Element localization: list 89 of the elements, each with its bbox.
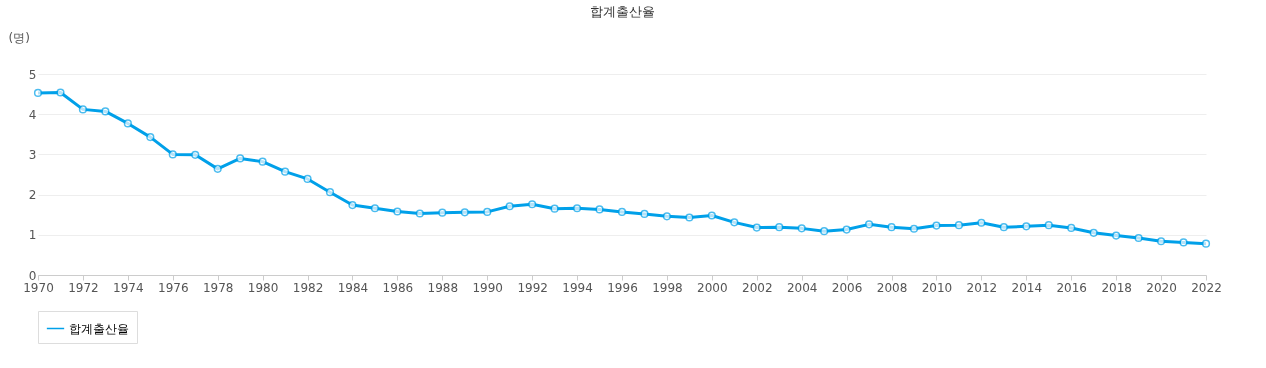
point [752,223,761,232]
x-tick-label: 1986 [382,280,414,295]
point [1044,221,1053,230]
point [370,204,380,213]
y-tick-label: 2 [28,188,37,203]
x-tick-label: 2016 [1056,280,1087,295]
point [348,200,357,210]
y-tick-label: 3 [28,147,37,162]
y-tick-label: 0 [28,268,37,283]
x-tick-label: 1996 [607,280,638,295]
x-tick-label: 2012 [966,280,998,295]
point [977,218,986,227]
x-tick-label: 1978 [202,280,234,295]
point [393,207,402,216]
x-tick-label: 2008 [876,280,908,295]
x-tick-label: 1982 [292,280,324,295]
point [101,107,110,116]
x-tick-label: 1984 [337,280,369,295]
x-tick-label: 2018 [1101,280,1132,295]
point [550,204,559,213]
point [123,119,132,128]
point [505,202,514,211]
point [78,105,88,114]
point [438,208,447,217]
point [303,174,312,184]
point [213,164,222,173]
point [595,205,604,214]
point [1201,239,1211,248]
point [280,167,290,176]
point [1112,231,1121,240]
point [932,221,941,230]
point [56,88,65,97]
y-tick-label: 5 [28,67,37,82]
point [33,88,43,97]
x-tick-label: 1988 [427,280,459,295]
point [528,200,537,209]
x-tick-label: 2000 [697,280,728,295]
point [325,188,335,197]
x-tick-label: 1990 [472,280,503,295]
point [1089,228,1098,237]
legend-label: 합계출산율 [69,321,129,336]
point [460,208,469,217]
point [999,223,1008,232]
point [864,220,874,229]
point [168,150,177,159]
point [909,224,919,233]
x-tick-label: 1994 [562,280,593,295]
point [1134,233,1143,243]
point [415,209,424,218]
point [191,150,200,159]
x-tick-label: 2006 [831,280,863,295]
x-tick-label: 1974 [113,280,144,295]
x-tick-label: 1976 [158,280,189,295]
x-tick-label: 1980 [247,280,279,295]
x-tick-label: 1972 [68,280,99,295]
point [662,212,672,221]
x-tick-label: 2022 [1191,280,1222,295]
point [236,154,245,163]
point [1179,238,1188,247]
x-tick-label: 2020 [1146,280,1177,295]
point [842,225,851,234]
x-tick-label: 1992 [517,280,548,295]
point [572,204,582,213]
x-tick-label: 1970 [23,280,54,295]
point [685,213,694,222]
point [1156,237,1166,246]
point [707,211,716,220]
y-tick-label: 1 [28,228,37,243]
point [258,157,267,166]
point [954,221,964,230]
y-tick-label: 4 [28,107,37,122]
x-tick-label: 2014 [1011,280,1043,295]
point [820,227,829,236]
x-tick-label: 2010 [921,280,953,295]
point [483,207,492,216]
chart-title: 합계출산율 [589,4,655,19]
point [617,207,627,216]
y-axis-title: (명) [8,30,30,45]
x-tick-label: 1998 [652,280,683,295]
x-tick-label: 2004 [786,280,818,295]
x-tick-label: 2002 [742,280,773,295]
point [887,223,896,232]
point [797,224,806,233]
point [730,218,739,227]
point [146,133,155,142]
point [1022,222,1031,231]
point [1067,223,1076,233]
point [775,223,784,232]
point [640,209,649,218]
